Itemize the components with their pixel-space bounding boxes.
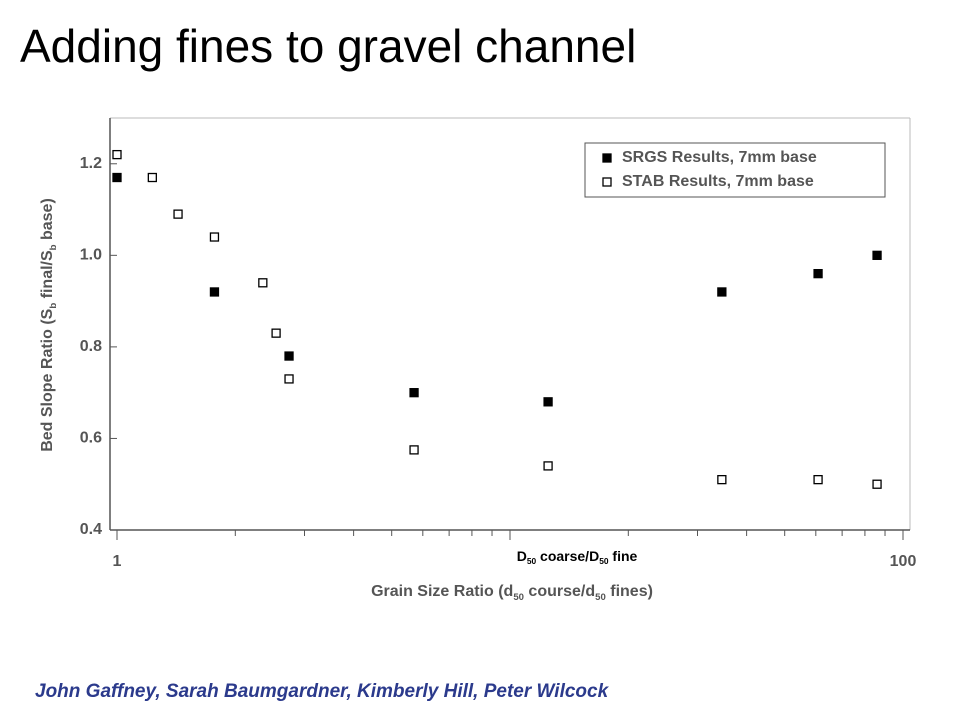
data-point bbox=[271, 328, 281, 338]
data-point bbox=[284, 374, 294, 384]
subscript: b bbox=[48, 303, 59, 309]
x-label: Grain Size Ratio (d50 course/d50 fines) bbox=[371, 583, 653, 603]
data-point bbox=[813, 474, 823, 485]
subscript: 50 bbox=[527, 556, 537, 566]
data-point bbox=[409, 445, 419, 455]
y-tick-label: 0.4 bbox=[80, 521, 102, 538]
legend-marker bbox=[602, 177, 612, 187]
y-label: Bed Slope Ratio (Sb final/Sb base) bbox=[39, 198, 59, 452]
authors: John Gaffney, Sarah Baumgardner, Kimberl… bbox=[35, 681, 610, 702]
data-point bbox=[112, 149, 122, 160]
data-point bbox=[813, 268, 823, 279]
label-part: base) bbox=[39, 198, 56, 244]
label-part: fines) bbox=[606, 583, 653, 600]
y-tick-label: 1.2 bbox=[80, 155, 102, 172]
data-point bbox=[258, 278, 268, 288]
y-tick-label: 1.0 bbox=[80, 247, 102, 264]
label-part: Bed Slope Ratio (S bbox=[39, 308, 56, 451]
data-point bbox=[872, 479, 882, 489]
data-point bbox=[209, 232, 220, 242]
legend-label: STAB Results, 7mm base bbox=[622, 173, 814, 190]
legend-marker bbox=[602, 153, 612, 163]
label-part: final/S bbox=[39, 250, 56, 303]
data-point bbox=[173, 209, 183, 219]
subscript: 50 bbox=[599, 556, 609, 566]
annotation: D50 coarse/D50 fine bbox=[517, 548, 638, 567]
data-point bbox=[209, 287, 220, 297]
subscript: b bbox=[48, 244, 59, 250]
data-point bbox=[717, 474, 727, 485]
y-tick-label: 0.6 bbox=[80, 430, 102, 447]
data-point bbox=[284, 351, 294, 361]
data-point bbox=[112, 172, 122, 183]
data-point bbox=[409, 388, 419, 398]
label-part: course/d bbox=[524, 583, 595, 600]
data-point bbox=[872, 250, 882, 260]
data-point bbox=[543, 397, 553, 407]
x-tick-label: 100 bbox=[890, 553, 917, 570]
slide-title: Adding fines to gravel channel bbox=[20, 20, 636, 72]
legend-box bbox=[584, 142, 886, 198]
label-part: coarse/D bbox=[536, 548, 599, 564]
data-point bbox=[147, 172, 157, 183]
x-tick-label: 1 bbox=[113, 553, 122, 570]
legend-label: SRGS Results, 7mm base bbox=[622, 149, 817, 166]
subscript: 50 bbox=[595, 592, 606, 603]
y-tick-label: 0.8 bbox=[80, 338, 102, 355]
data-point bbox=[717, 287, 727, 297]
subscript: 50 bbox=[513, 592, 524, 603]
label-part: Grain Size Ratio (d bbox=[371, 583, 513, 600]
label-part: D bbox=[517, 548, 527, 564]
data-point bbox=[543, 461, 553, 471]
label-part: fine bbox=[609, 548, 638, 564]
